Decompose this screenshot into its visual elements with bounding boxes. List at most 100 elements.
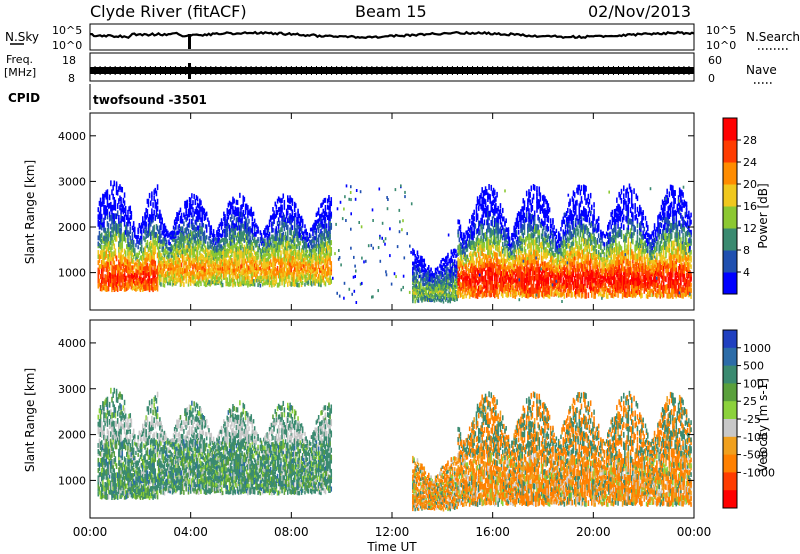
power-cell [175, 241, 177, 246]
power-cell [120, 234, 122, 240]
power-cell [162, 282, 165, 287]
power-cell [219, 271, 222, 276]
power-cell [483, 219, 486, 226]
power-cell [148, 241, 151, 248]
power-cell [102, 249, 104, 255]
power-cell [118, 252, 120, 259]
power-cell [231, 214, 233, 220]
power-cell [212, 250, 215, 255]
power-cell [181, 218, 184, 224]
power-cell [121, 246, 124, 253]
power-cell [171, 234, 174, 239]
power-cell [163, 248, 166, 253]
power-cell [272, 227, 274, 233]
power-cell [163, 234, 166, 239]
power-cell [179, 215, 182, 221]
power-cell [113, 213, 116, 220]
power-cell [416, 250, 419, 254]
power-cell [472, 256, 474, 262]
power-cell [146, 285, 149, 291]
power-cell [126, 267, 128, 273]
power-cell [177, 216, 179, 222]
power-cell [165, 244, 168, 249]
power-cell [169, 231, 171, 236]
power-cell [152, 214, 154, 220]
power-cell [159, 274, 161, 279]
power-cell [124, 211, 127, 217]
power-cell [180, 238, 183, 243]
power-cell [142, 266, 144, 271]
power-cell [195, 220, 198, 226]
power-cell [105, 236, 108, 243]
power-cell [101, 245, 103, 251]
power-cell [183, 249, 185, 254]
power-cell [143, 279, 145, 284]
power-cell [103, 209, 105, 215]
power-cell [157, 236, 160, 241]
power-cell [205, 224, 208, 229]
power-cell [98, 235, 101, 241]
power-cell [126, 231, 128, 237]
power-cell [159, 265, 161, 271]
power-cell [187, 234, 190, 240]
power-cell [211, 256, 214, 260]
power-cell [139, 229, 142, 234]
power-cell [159, 242, 161, 247]
power-cell [148, 214, 151, 220]
power-cell [185, 272, 187, 278]
power-cell [188, 243, 191, 249]
power-cell [134, 226, 136, 231]
power-cell [417, 255, 420, 259]
nsky-trace [90, 30, 695, 40]
power-cell [468, 218, 471, 224]
power-cell [103, 284, 105, 291]
power-cell [152, 237, 154, 243]
power-cell [219, 233, 222, 238]
power-cell [197, 203, 200, 209]
power-cell [143, 284, 145, 289]
power-cell [181, 233, 184, 239]
power-cell [120, 264, 122, 270]
power-cell [99, 286, 102, 292]
power-cell [99, 206, 102, 212]
power-cell [183, 282, 185, 288]
power-cell [122, 235, 125, 242]
power-cell [213, 265, 216, 269]
power-cell [215, 268, 217, 272]
power-cell [102, 258, 104, 265]
power-cell [144, 237, 146, 243]
power-cell [101, 253, 103, 260]
power-cell [123, 200, 126, 206]
power-cell [155, 284, 158, 291]
power-cell [199, 222, 201, 228]
power-cell [173, 238, 176, 243]
power-cell [172, 256, 175, 261]
power-cell [122, 262, 125, 268]
power-cell [127, 221, 129, 227]
power-cell [114, 225, 117, 232]
power-cell [122, 254, 125, 260]
power-cell [179, 236, 182, 241]
power-cell [212, 233, 215, 238]
power-cell [208, 220, 210, 225]
power-cell [208, 279, 210, 284]
power-cell [173, 253, 176, 258]
power-cell [159, 230, 161, 236]
power-echo-cells [97, 180, 692, 304]
power-cell [212, 259, 215, 264]
power-cell [197, 225, 200, 231]
power-cell [216, 263, 218, 268]
power-cell [168, 272, 170, 276]
power-cell [191, 212, 193, 218]
power-cell [213, 276, 216, 281]
power-cell [114, 199, 117, 206]
power-cell [136, 269, 138, 274]
power-cell [118, 280, 120, 287]
power-cell [139, 276, 142, 281]
power-cell [164, 275, 167, 280]
power-cell [226, 277, 229, 283]
power-cell [173, 260, 176, 265]
power-cell [213, 281, 216, 286]
power-cell [120, 196, 122, 203]
power-cell [205, 235, 208, 240]
